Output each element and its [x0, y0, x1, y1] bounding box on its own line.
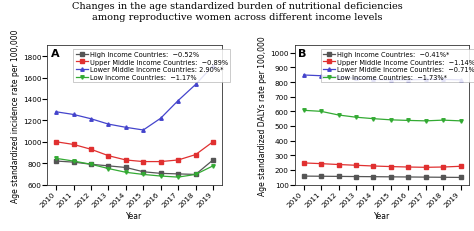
Line: High Income Countries:  −0.41%*: High Income Countries: −0.41%* [302, 175, 462, 179]
Upper Middle Income Countries:  −1.14%*: (2.02e+03, 220): −1.14%*: (2.02e+03, 220) [440, 166, 446, 169]
Lower Middle Income Countries: 2.90%*: (2.02e+03, 1.71e+03): 2.90%*: (2.02e+03, 1.71e+03) [210, 65, 216, 68]
Low Income Countries:  −1.73%*: (2.01e+03, 600): −1.73%*: (2.01e+03, 600) [318, 110, 324, 113]
Lower Middle Income Countries:  −0.71%*: (2.01e+03, 825): −0.71%*: (2.01e+03, 825) [353, 78, 359, 80]
Upper Middle Income Countries:  −0.89%: (2.02e+03, 815): −0.89%: (2.02e+03, 815) [140, 161, 146, 163]
Low Income Countries:  −1.17%: (2.02e+03, 680): −1.17%: (2.02e+03, 680) [158, 175, 164, 178]
Upper Middle Income Countries:  −0.89%: (2.02e+03, 815): −0.89%: (2.02e+03, 815) [158, 161, 164, 163]
Upper Middle Income Countries:  −1.14%*: (2.02e+03, 223): −1.14%*: (2.02e+03, 223) [388, 165, 394, 168]
Lower Middle Income Countries:  −0.71%*: (2.02e+03, 818): −0.71%*: (2.02e+03, 818) [440, 79, 446, 82]
High Income Countries:  −0.52%: (2.01e+03, 820): −0.52%: (2.01e+03, 820) [53, 160, 59, 163]
Line: Lower Middle Income Countries: 2.90%*: Lower Middle Income Countries: 2.90%* [55, 65, 215, 132]
Upper Middle Income Countries:  −1.14%*: (2.02e+03, 225): −1.14%*: (2.02e+03, 225) [458, 165, 464, 168]
Low Income Countries:  −1.17%: (2.01e+03, 715): −1.17%: (2.01e+03, 715) [123, 171, 128, 174]
High Income Countries:  −0.41%*: (2.02e+03, 149): −0.41%*: (2.02e+03, 149) [458, 176, 464, 179]
Line: Upper Middle Income Countries:  −1.14%*: Upper Middle Income Countries: −1.14%* [302, 161, 462, 169]
Lower Middle Income Countries:  −0.71%*: (2.01e+03, 848): −0.71%*: (2.01e+03, 848) [301, 74, 307, 77]
Low Income Countries:  −1.17%: (2.01e+03, 845): −1.17%: (2.01e+03, 845) [53, 157, 59, 160]
Upper Middle Income Countries:  −1.14%*: (2.01e+03, 248): −1.14%*: (2.01e+03, 248) [301, 162, 307, 165]
High Income Countries:  −0.41%*: (2.01e+03, 156): −0.41%*: (2.01e+03, 156) [336, 175, 341, 178]
Lower Middle Income Countries: 2.90%*: (2.01e+03, 1.22e+03): 2.90%*: (2.01e+03, 1.22e+03) [88, 118, 94, 121]
High Income Countries:  −0.41%*: (2.02e+03, 150): −0.41%*: (2.02e+03, 150) [440, 176, 446, 179]
High Income Countries:  −0.41%*: (2.01e+03, 155): −0.41%*: (2.01e+03, 155) [353, 175, 359, 178]
Text: B: B [299, 49, 307, 59]
Lower Middle Income Countries:  −0.71%*: (2.02e+03, 815): −0.71%*: (2.02e+03, 815) [388, 79, 394, 82]
High Income Countries:  −0.41%*: (2.02e+03, 151): −0.41%*: (2.02e+03, 151) [423, 176, 428, 179]
Low Income Countries:  −1.73%*: (2.02e+03, 538): −1.73%*: (2.02e+03, 538) [405, 119, 411, 122]
High Income Countries:  −0.41%*: (2.02e+03, 153): −0.41%*: (2.02e+03, 153) [388, 176, 394, 179]
Upper Middle Income Countries:  −0.89%: (2.02e+03, 880): −0.89%: (2.02e+03, 880) [193, 154, 199, 156]
Low Income Countries:  −1.17%: (2.02e+03, 695): −1.17%: (2.02e+03, 695) [140, 173, 146, 176]
Text: Changes in the age standardized burden of nutritional deficiencies
among reprodu: Changes in the age standardized burden o… [72, 2, 402, 22]
Lower Middle Income Countries:  −0.71%*: (2.01e+03, 818): −0.71%*: (2.01e+03, 818) [371, 79, 376, 82]
High Income Countries:  −0.52%: (2.01e+03, 775): −0.52%: (2.01e+03, 775) [106, 165, 111, 167]
Legend: High Income Countries:  −0.52%, Upper Middle Income Countries:  −0.89%, Lower Mi: High Income Countries: −0.52%, Upper Mid… [73, 49, 230, 83]
Low Income Countries:  −1.73%*: (2.02e+03, 542): −1.73%*: (2.02e+03, 542) [388, 119, 394, 122]
High Income Countries:  −0.52%: (2.02e+03, 705): −0.52%: (2.02e+03, 705) [158, 172, 164, 175]
High Income Countries:  −0.52%: (2.02e+03, 695): −0.52%: (2.02e+03, 695) [193, 173, 199, 176]
Upper Middle Income Countries:  −1.14%*: (2.01e+03, 237): −1.14%*: (2.01e+03, 237) [336, 163, 341, 166]
Upper Middle Income Countries:  −0.89%: (2.02e+03, 830): −0.89%: (2.02e+03, 830) [175, 159, 181, 162]
Lower Middle Income Countries: 2.90%*: (2.01e+03, 1.14e+03): 2.90%*: (2.01e+03, 1.14e+03) [123, 126, 128, 129]
Low Income Countries:  −1.17%: (2.02e+03, 695): −1.17%: (2.02e+03, 695) [193, 173, 199, 176]
Low Income Countries:  −1.73%*: (2.01e+03, 550): −1.73%*: (2.01e+03, 550) [371, 118, 376, 121]
Low Income Countries:  −1.17%: (2.02e+03, 670): −1.17%: (2.02e+03, 670) [175, 176, 181, 179]
High Income Countries:  −0.52%: (2.01e+03, 790): −0.52%: (2.01e+03, 790) [88, 163, 94, 166]
Lower Middle Income Countries:  −0.71%*: (2.01e+03, 835): −0.71%*: (2.01e+03, 835) [336, 76, 341, 79]
High Income Countries:  −0.52%: (2.01e+03, 810): −0.52%: (2.01e+03, 810) [71, 161, 76, 164]
Legend: High Income Countries:  −0.41%*, Upper Middle Income Countries:  −1.14%*, Lower : High Income Countries: −0.41%*, Upper Mi… [321, 49, 474, 83]
Lower Middle Income Countries: 2.90%*: (2.01e+03, 1.16e+03): 2.90%*: (2.01e+03, 1.16e+03) [106, 123, 111, 126]
Upper Middle Income Countries:  −0.89%: (2.02e+03, 1e+03): −0.89%: (2.02e+03, 1e+03) [210, 141, 216, 143]
Low Income Countries:  −1.73%*: (2.01e+03, 607): −1.73%*: (2.01e+03, 607) [301, 109, 307, 112]
Lower Middle Income Countries: 2.90%*: (2.02e+03, 1.11e+03): 2.90%*: (2.02e+03, 1.11e+03) [140, 129, 146, 132]
Lower Middle Income Countries:  −0.71%*: (2.02e+03, 818): −0.71%*: (2.02e+03, 818) [423, 79, 428, 82]
Lower Middle Income Countries: 2.90%*: (2.02e+03, 1.38e+03): 2.90%*: (2.02e+03, 1.38e+03) [175, 100, 181, 103]
Line: Upper Middle Income Countries:  −0.89%: Upper Middle Income Countries: −0.89% [55, 140, 215, 164]
Upper Middle Income Countries:  −1.14%*: (2.02e+03, 220): −1.14%*: (2.02e+03, 220) [405, 166, 411, 169]
Line: High Income Countries:  −0.52%: High Income Countries: −0.52% [55, 158, 215, 176]
Low Income Countries:  −1.17%: (2.01e+03, 750): −1.17%: (2.01e+03, 750) [106, 167, 111, 170]
Low Income Countries:  −1.17%: (2.01e+03, 820): −1.17%: (2.01e+03, 820) [71, 160, 76, 163]
High Income Countries:  −0.52%: (2.01e+03, 760): −0.52%: (2.01e+03, 760) [123, 166, 128, 169]
High Income Countries:  −0.41%*: (2.01e+03, 154): −0.41%*: (2.01e+03, 154) [371, 176, 376, 178]
High Income Countries:  −0.52%: (2.02e+03, 830): −0.52%: (2.02e+03, 830) [210, 159, 216, 162]
Line: Lower Middle Income Countries:  −0.71%*: Lower Middle Income Countries: −0.71%* [302, 74, 462, 82]
High Income Countries:  −0.41%*: (2.01e+03, 158): −0.41%*: (2.01e+03, 158) [301, 175, 307, 178]
High Income Countries:  −0.41%*: (2.02e+03, 152): −0.41%*: (2.02e+03, 152) [405, 176, 411, 179]
Upper Middle Income Countries:  −0.89%: (2.01e+03, 830): −0.89%: (2.01e+03, 830) [123, 159, 128, 162]
Low Income Countries:  −1.73%*: (2.01e+03, 560): −1.73%*: (2.01e+03, 560) [353, 116, 359, 119]
Line: Low Income Countries:  −1.73%*: Low Income Countries: −1.73%* [302, 109, 462, 123]
Upper Middle Income Countries:  −1.14%*: (2.01e+03, 243): −1.14%*: (2.01e+03, 243) [318, 163, 324, 165]
Lower Middle Income Countries: 2.90%*: (2.01e+03, 1.26e+03): 2.90%*: (2.01e+03, 1.26e+03) [71, 114, 76, 116]
Low Income Countries:  −1.17%: (2.01e+03, 790): −1.17%: (2.01e+03, 790) [88, 163, 94, 166]
Upper Middle Income Countries:  −0.89%: (2.01e+03, 1e+03): −0.89%: (2.01e+03, 1e+03) [53, 141, 59, 143]
Upper Middle Income Countries:  −0.89%: (2.01e+03, 870): −0.89%: (2.01e+03, 870) [106, 155, 111, 157]
Upper Middle Income Countries:  −1.14%*: (2.01e+03, 232): −1.14%*: (2.01e+03, 232) [353, 164, 359, 167]
High Income Countries:  −0.41%*: (2.01e+03, 157): −0.41%*: (2.01e+03, 157) [318, 175, 324, 178]
Y-axis label: Age standardized DALYs rate per 100,000: Age standardized DALYs rate per 100,000 [258, 36, 267, 195]
Low Income Countries:  −1.73%*: (2.02e+03, 535): −1.73%*: (2.02e+03, 535) [423, 120, 428, 123]
Line: Low Income Countries:  −1.17%: Low Income Countries: −1.17% [55, 157, 215, 179]
Lower Middle Income Countries:  −0.71%*: (2.01e+03, 843): −0.71%*: (2.01e+03, 843) [318, 75, 324, 78]
Lower Middle Income Countries:  −0.71%*: (2.02e+03, 815): −0.71%*: (2.02e+03, 815) [458, 79, 464, 82]
Upper Middle Income Countries:  −1.14%*: (2.02e+03, 218): −1.14%*: (2.02e+03, 218) [423, 166, 428, 169]
Upper Middle Income Countries:  −1.14%*: (2.01e+03, 227): −1.14%*: (2.01e+03, 227) [371, 165, 376, 168]
X-axis label: Year: Year [127, 211, 143, 220]
Lower Middle Income Countries: 2.90%*: (2.02e+03, 1.54e+03): 2.90%*: (2.02e+03, 1.54e+03) [193, 84, 199, 86]
Upper Middle Income Countries:  −0.89%: (2.01e+03, 975): −0.89%: (2.01e+03, 975) [71, 143, 76, 146]
Low Income Countries:  −1.73%*: (2.01e+03, 575): −1.73%*: (2.01e+03, 575) [336, 114, 341, 117]
Low Income Countries:  −1.73%*: (2.02e+03, 535): −1.73%*: (2.02e+03, 535) [458, 120, 464, 123]
Low Income Countries:  −1.17%: (2.02e+03, 775): −1.17%: (2.02e+03, 775) [210, 165, 216, 167]
Lower Middle Income Countries: 2.90%*: (2.01e+03, 1.28e+03): 2.90%*: (2.01e+03, 1.28e+03) [53, 111, 59, 114]
Lower Middle Income Countries:  −0.71%*: (2.02e+03, 815): −0.71%*: (2.02e+03, 815) [405, 79, 411, 82]
High Income Countries:  −0.52%: (2.02e+03, 720): −0.52%: (2.02e+03, 720) [140, 171, 146, 173]
X-axis label: Year: Year [374, 211, 390, 220]
Y-axis label: Age standardized incidence rate per 100,000: Age standardized incidence rate per 100,… [11, 29, 20, 202]
Lower Middle Income Countries: 2.90%*: (2.02e+03, 1.22e+03): 2.90%*: (2.02e+03, 1.22e+03) [158, 117, 164, 120]
Upper Middle Income Countries:  −0.89%: (2.01e+03, 930): −0.89%: (2.01e+03, 930) [88, 148, 94, 151]
High Income Countries:  −0.52%: (2.02e+03, 700): −0.52%: (2.02e+03, 700) [175, 173, 181, 176]
Text: A: A [51, 49, 60, 59]
Low Income Countries:  −1.73%*: (2.02e+03, 540): −1.73%*: (2.02e+03, 540) [440, 119, 446, 122]
